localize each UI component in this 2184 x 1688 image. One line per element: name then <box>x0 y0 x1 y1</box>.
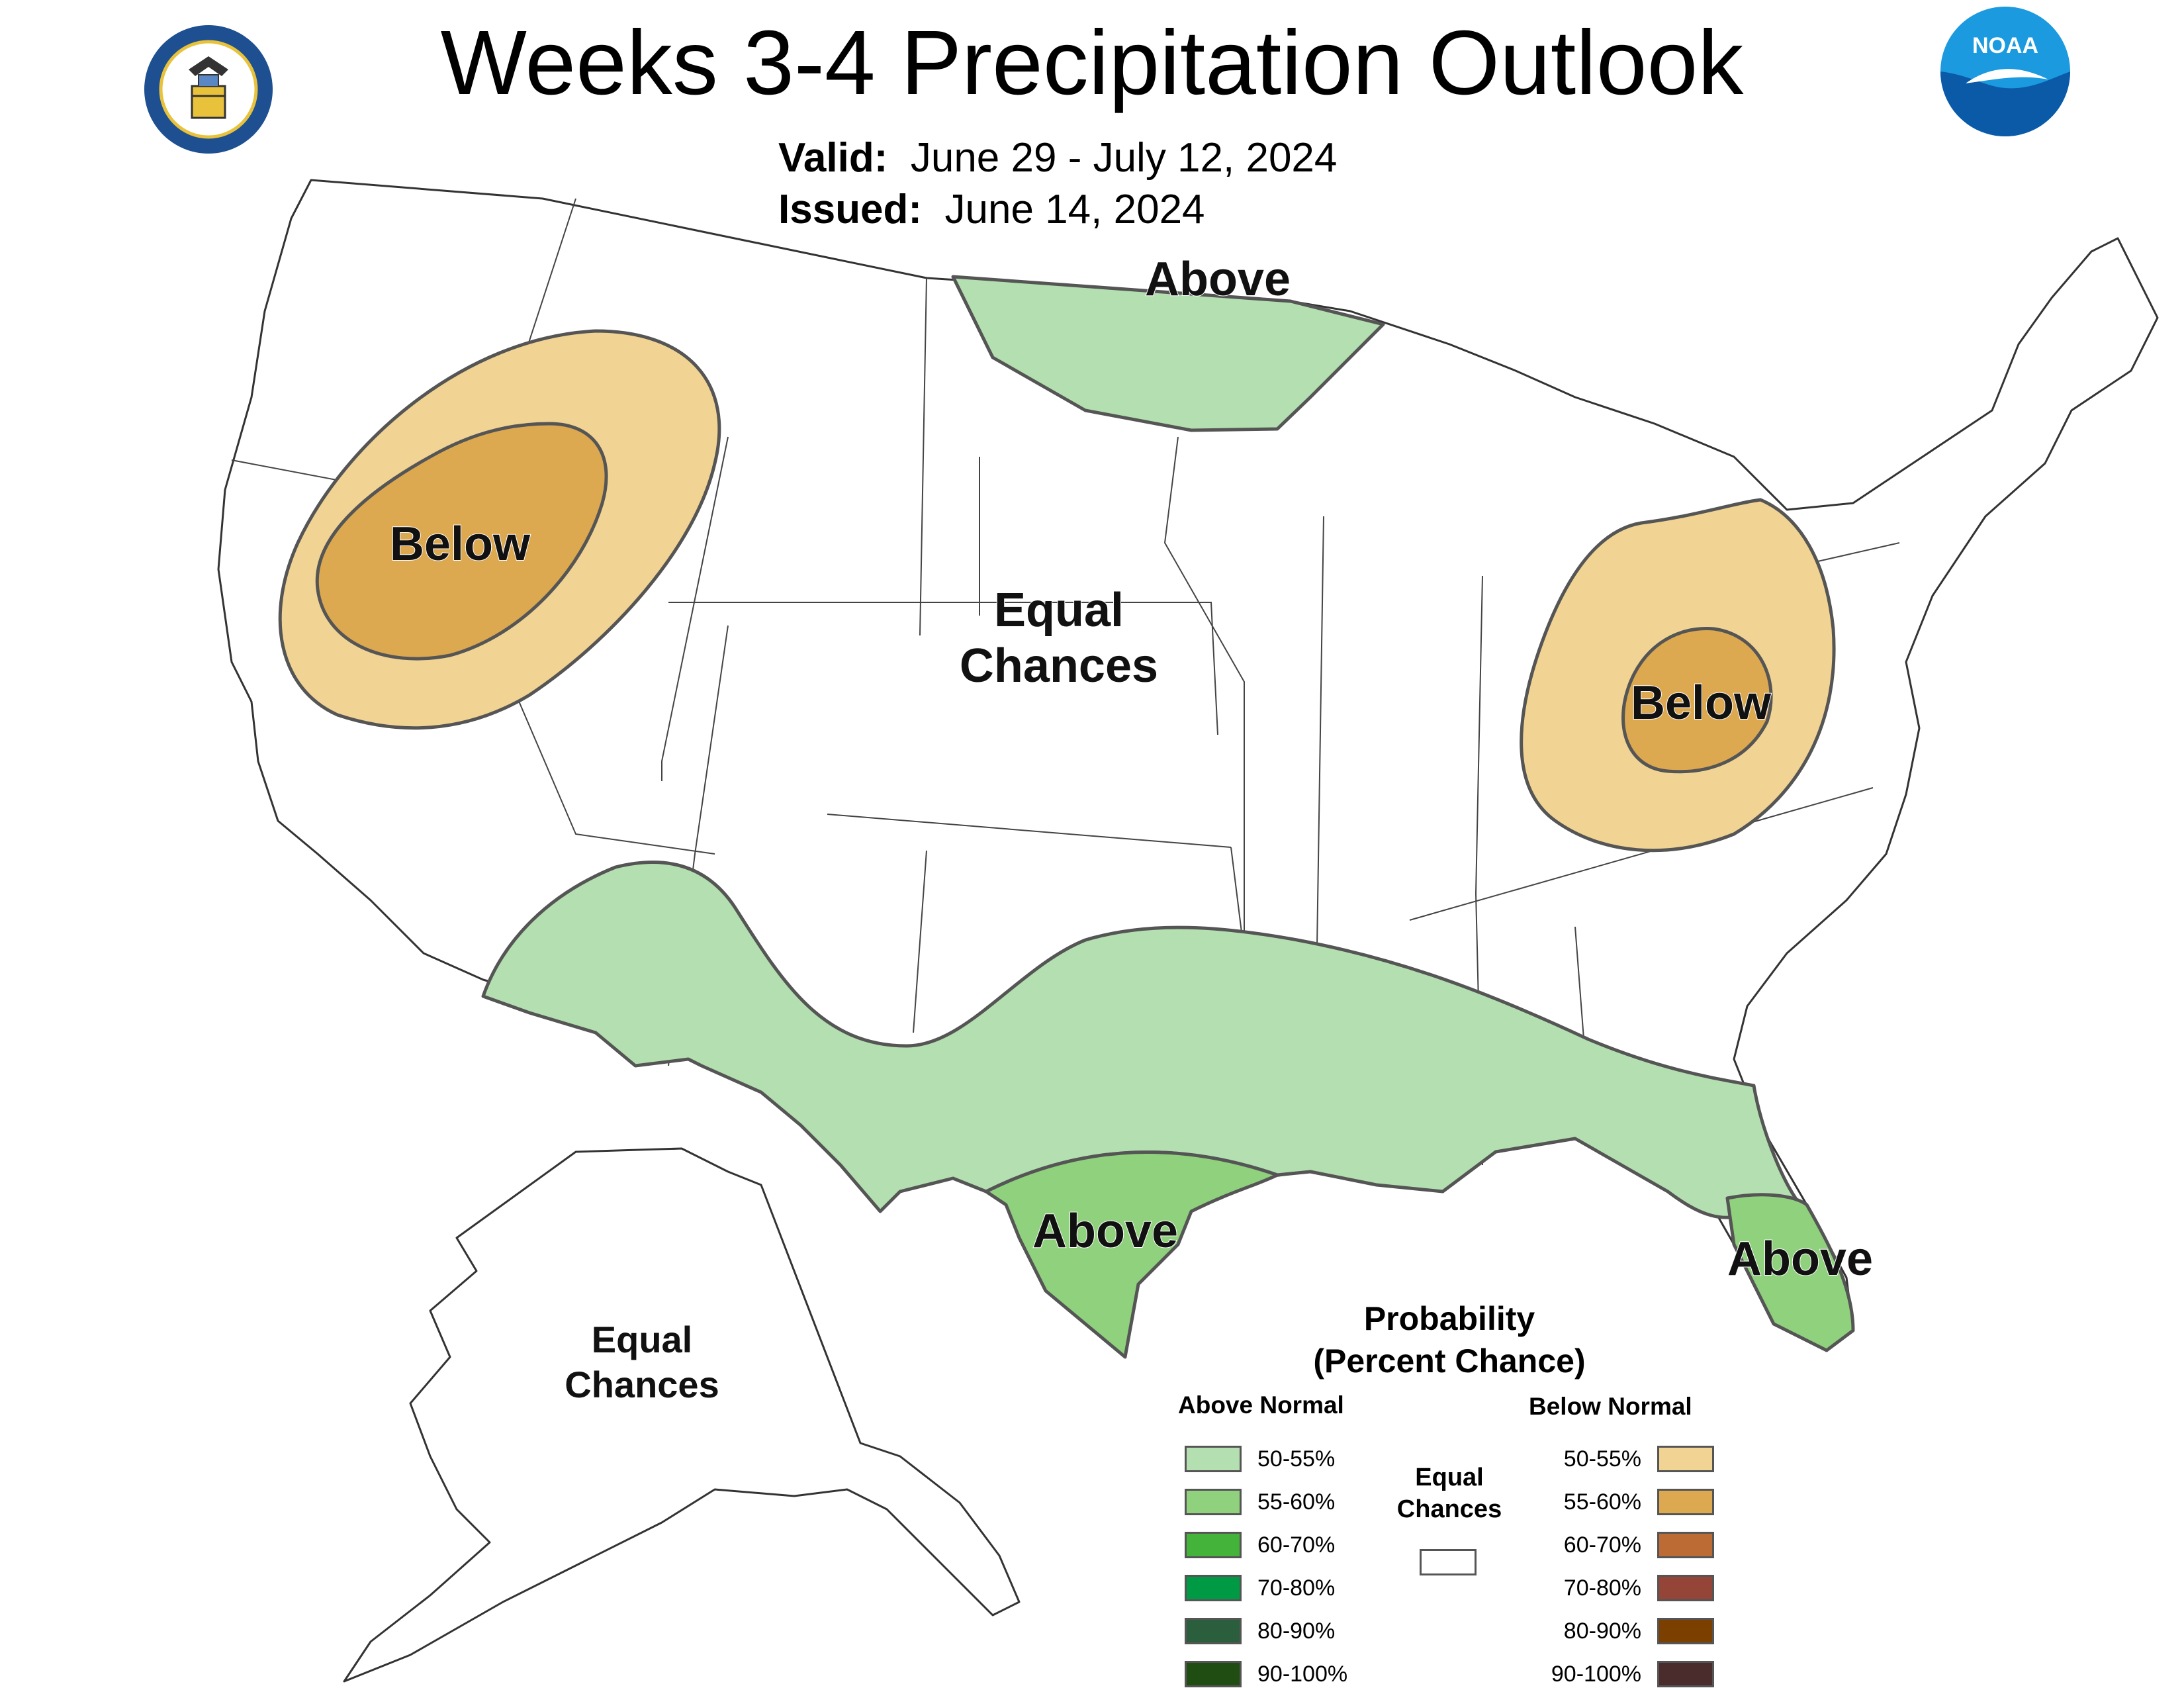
page-title: Weeks 3-4 Precipitation Outlook <box>440 12 1744 114</box>
issued-label: Issued: <box>778 187 923 232</box>
label-equal-center-line2: Chances <box>959 639 1159 693</box>
valid-dates: Valid: June 29 - July 12, 2024 <box>778 132 1337 184</box>
legend-below-swatch <box>1657 1489 1714 1515</box>
legend-above-label: 50-55% <box>1257 1446 1336 1472</box>
legend-below-swatch <box>1657 1661 1714 1687</box>
legend-below-row: 60-70% <box>1542 1532 1714 1558</box>
label-above-florida: Above <box>1727 1232 1874 1286</box>
label-equal-center: Equal Chances <box>940 583 1178 694</box>
above-north-region <box>951 275 1385 432</box>
legend-title-line2: (Percent Chance) <box>1313 1342 1586 1380</box>
valid-label: Valid: <box>778 135 888 181</box>
legend-above-row: 55-60% <box>1185 1489 1335 1515</box>
legend-title: Probability (Percent Chance) <box>1244 1297 1655 1382</box>
legend-below-label: 50-55% <box>1563 1446 1641 1472</box>
legend-above-row: 70-80% <box>1185 1575 1335 1601</box>
legend-below-row: 80-90% <box>1542 1618 1714 1644</box>
legend-equal-swatch <box>1420 1549 1477 1575</box>
above-south-region <box>481 861 1802 1219</box>
issued-value: June 14, 2024 <box>944 187 1205 232</box>
label-alaska-line2: Chances <box>564 1363 719 1406</box>
legend-below-row: 90-100% <box>1542 1661 1714 1687</box>
legend-above-swatch <box>1185 1575 1242 1601</box>
legend-equal-label: Equal Chances <box>1390 1462 1509 1525</box>
legend-above-label: 60-70% <box>1257 1532 1336 1558</box>
label-equal-center-line1: Equal <box>993 583 1124 637</box>
noaa-text: NOAA <box>1972 33 2038 58</box>
legend-below-swatch <box>1657 1575 1714 1601</box>
legend-title-line1: Probability <box>1363 1300 1535 1337</box>
legend-above-swatch <box>1185 1532 1242 1558</box>
legend-above-swatch <box>1185 1661 1242 1687</box>
issued-date: Issued: June 14, 2024 <box>778 184 1205 236</box>
legend-below-swatch <box>1657 1532 1714 1558</box>
legend-above-swatch <box>1185 1446 1242 1472</box>
legend-below-row: 70-80% <box>1542 1575 1714 1601</box>
legend-below-header: Below Normal <box>1529 1393 1692 1420</box>
above-texas-region <box>984 1150 1279 1359</box>
legend-below-swatch <box>1657 1618 1714 1644</box>
noaa-logo: NOAA <box>1940 7 2070 136</box>
below-east-inner <box>1621 627 1773 774</box>
legend-below-label: 60-70% <box>1563 1532 1641 1558</box>
commerce-seal-logo <box>144 25 273 154</box>
legend-above-row: 60-70% <box>1185 1532 1335 1558</box>
legend-equal-line2: Chances <box>1396 1495 1502 1523</box>
legend-below-label: 55-60% <box>1563 1489 1641 1515</box>
alaska-outline <box>343 1147 1021 1683</box>
legend-above-label: 70-80% <box>1257 1575 1336 1601</box>
legend-above-header: Above Normal <box>1178 1391 1344 1419</box>
legend-below-label: 70-80% <box>1563 1575 1641 1601</box>
label-alaska-line1: Equal <box>591 1318 693 1361</box>
legend-above-row: 90-100% <box>1185 1661 1347 1687</box>
label-above-texas: Above <box>1032 1204 1179 1258</box>
legend-below-label: 80-90% <box>1563 1618 1641 1644</box>
legend-below-swatch <box>1657 1446 1714 1472</box>
label-above-north: Above <box>1144 252 1291 306</box>
above-florida-region <box>1725 1193 1855 1352</box>
label-alaska: Equal Chances <box>543 1317 741 1407</box>
legend-above-row: 80-90% <box>1185 1618 1335 1644</box>
legend-equal-line1: Equal <box>1415 1464 1484 1491</box>
legend-below-row: 55-60% <box>1542 1489 1714 1515</box>
legend-above-label: 80-90% <box>1257 1618 1336 1644</box>
legend-above-label: 90-100% <box>1257 1661 1348 1687</box>
valid-value: June 29 - July 12, 2024 <box>910 135 1338 181</box>
legend-above-row: 50-55% <box>1185 1446 1335 1472</box>
legend-above-swatch <box>1185 1618 1242 1644</box>
below-northwest-inner <box>315 422 608 661</box>
label-below-east: Below <box>1630 676 1772 730</box>
legend-below-row: 50-55% <box>1542 1446 1714 1472</box>
label-below-west: Below <box>389 517 531 571</box>
legend-below-label: 90-100% <box>1551 1661 1641 1687</box>
legend-above-label: 55-60% <box>1257 1489 1336 1515</box>
legend-above-swatch <box>1185 1489 1242 1515</box>
